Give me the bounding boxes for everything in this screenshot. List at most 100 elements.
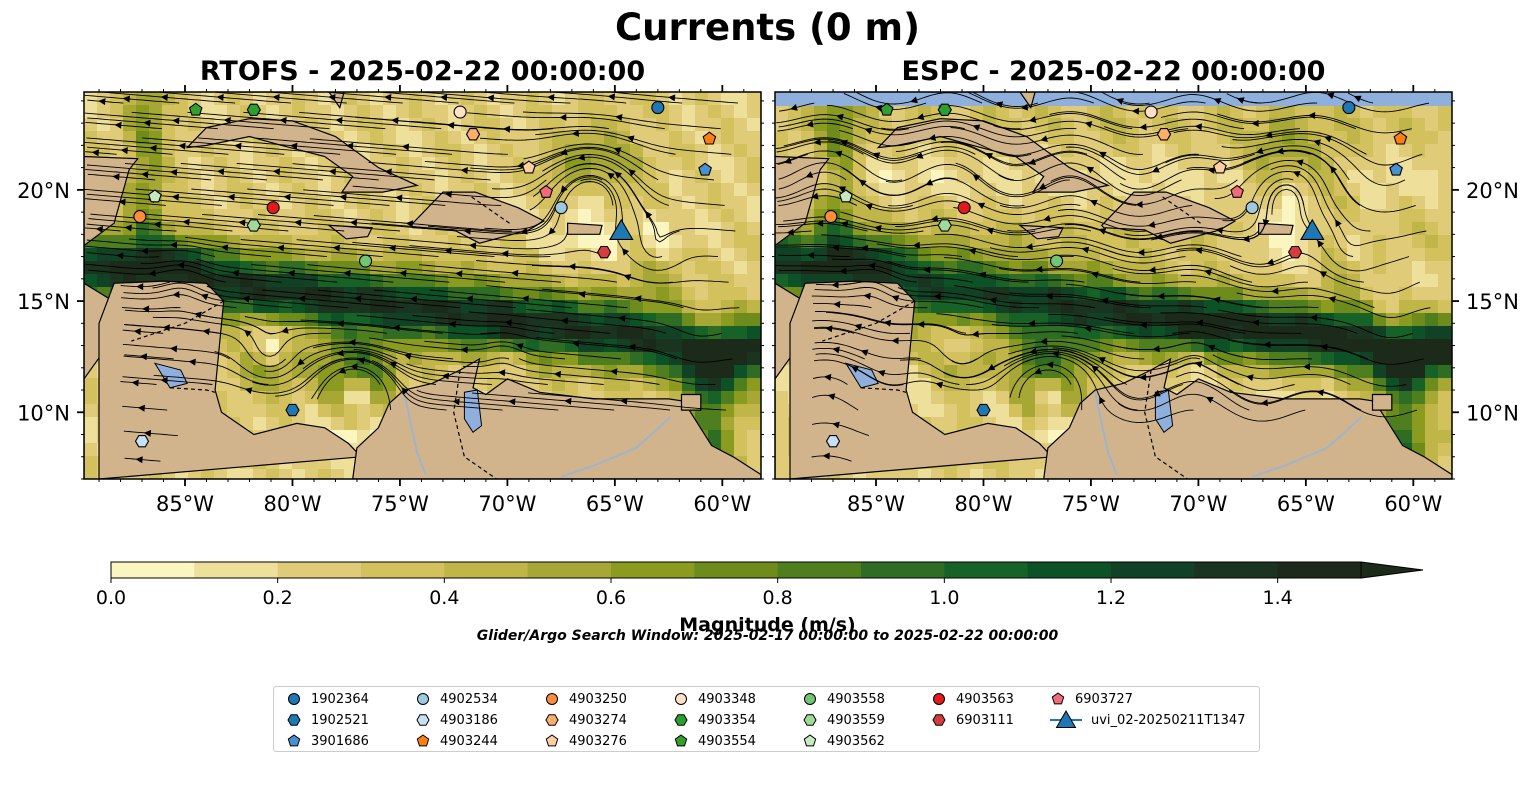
circle-marker-icon [675, 693, 687, 705]
legend-label: 3901686 [311, 733, 369, 749]
float-marker-1902521-espc[interactable] [976, 403, 991, 417]
panel-title-rtofs: RTOFS - 2025-02-22 00:00:00 [199, 56, 646, 87]
float-marker-4903274-rtofs[interactable] [465, 128, 481, 141]
map-axes: 85°W 80°W 75°W 70°W 65°W 60°W 20°N 15°N 10°N 85°W… [17, 85, 1519, 516]
legend-entry[interactable]: 4903354 [673, 710, 756, 730]
legend-entry[interactable]: 4902534 [415, 689, 498, 709]
legend-entry[interactable]: 4903274 [544, 710, 627, 730]
float-marker-3901686-rtofs[interactable] [698, 162, 712, 176]
legend-entry[interactable]: 4903563 [931, 689, 1014, 709]
legend-entry[interactable]: uvi_02-20250211T1347 [1050, 710, 1245, 730]
legend-entry[interactable]: 4903562 [802, 731, 885, 751]
float-marker-uvi_02-20250211T1347-espc[interactable] [1300, 218, 1325, 240]
legend-entry[interactable]: 4903276 [544, 731, 627, 751]
colorbar-segment [777, 562, 862, 578]
legend-label: uvi_02-20250211T1347 [1091, 712, 1246, 728]
float-marker-4903559-rtofs[interactable] [246, 219, 261, 232]
colorbar-tick-label: 1.2 [1096, 587, 1126, 609]
legend-label: 4903562 [827, 733, 885, 749]
lat-tick-label: 15°N [1466, 290, 1519, 314]
float-marker-4903354-espc[interactable] [937, 103, 952, 116]
lon-tick-label: 75°W [371, 492, 429, 516]
pentagon-marker-icon [803, 734, 817, 747]
float-marker-4903274-espc[interactable] [1156, 128, 1172, 141]
float-marker-4903563-rtofs[interactable] [266, 201, 280, 215]
pentagon-marker-icon [287, 734, 301, 747]
legend-label: 6903111 [956, 712, 1014, 728]
float-marker-4903554-rtofs[interactable] [188, 102, 203, 116]
legend-label: 4903276 [569, 733, 627, 749]
float-marker-4903244-espc[interactable] [1393, 131, 1408, 145]
float-marker-4903559-espc[interactable] [937, 219, 952, 232]
hexagon-marker-icon [803, 714, 817, 726]
float-marker-6903111-rtofs[interactable] [596, 245, 612, 259]
legend-label: 1902364 [311, 691, 369, 707]
float-marker-4903186-espc[interactable] [825, 435, 841, 448]
float-marker-6903727-espc[interactable] [1230, 184, 1244, 198]
legend-label: 4903554 [698, 733, 756, 749]
lon-tick-label: 80°W [954, 492, 1012, 516]
circle-marker-icon [288, 693, 300, 705]
float-marker-4903348-espc[interactable] [1144, 105, 1158, 119]
float-marker-4903186-rtofs[interactable] [134, 435, 150, 448]
float-marker-4902534-rtofs[interactable] [554, 201, 568, 215]
legend-entry[interactable]: 1902364 [286, 689, 369, 709]
float-marker-6903727-rtofs[interactable] [539, 184, 553, 198]
lat-tick-label: 20°N [17, 179, 70, 203]
colorbar-tick-label: 0.2 [263, 587, 293, 609]
float-marker-3901686-espc[interactable] [1389, 162, 1403, 176]
legend-entry[interactable]: 3901686 [286, 731, 369, 751]
float-marker-4903276-espc[interactable] [1213, 160, 1227, 174]
float-marker-4902534-espc[interactable] [1245, 201, 1259, 215]
float-marker-4903562-rtofs[interactable] [148, 189, 162, 203]
float-marker-4903250-espc[interactable] [824, 210, 838, 224]
legend-entry[interactable]: 4903186 [415, 710, 498, 730]
colorbar-tick-label: 0.8 [763, 587, 793, 609]
colorbar-segment [527, 562, 612, 578]
triangle-marker-icon [1050, 710, 1082, 728]
legend-entry[interactable]: 4903554 [673, 731, 756, 751]
float-marker-1902364-rtofs[interactable] [651, 101, 665, 115]
float-marker-4903348-rtofs[interactable] [453, 105, 467, 119]
panel-title-espc: ESPC - 2025-02-22 00:00:00 [901, 56, 1326, 87]
float-marker-uvi_02-20250211T1347-rtofs[interactable] [609, 218, 634, 240]
float-legend: 1902364 1902521 3901686 4902534 4903186 49032… [273, 686, 1260, 752]
float-marker-4903244-rtofs[interactable] [702, 131, 717, 145]
float-marker-4903558-espc[interactable] [1049, 254, 1064, 268]
lon-tick-label: 70°W [478, 492, 536, 516]
colorbar-tick-label: 1.4 [1263, 587, 1293, 609]
legend-entry[interactable]: 4903348 [673, 689, 756, 709]
legend-entry[interactable]: 4903244 [415, 731, 498, 751]
rtofs-map-panel[interactable] [83, 81, 774, 483]
float-marker-4903554-espc[interactable] [879, 102, 894, 116]
legend-entry[interactable]: 6903727 [1050, 689, 1133, 709]
colorbar-segment [194, 562, 279, 578]
float-marker-4903558-rtofs[interactable] [358, 254, 373, 268]
legend-entry[interactable]: 6903111 [931, 710, 1014, 730]
colorbar-extend-arrow [1360, 561, 1424, 579]
legend-label: 4902534 [440, 691, 498, 707]
espc-map-panel[interactable] [774, 81, 1465, 483]
legend-entry[interactable]: 4903559 [802, 710, 885, 730]
colorbar-tick-label: 0.6 [596, 587, 626, 609]
colorbar-segment [361, 562, 445, 578]
pentagon-marker-icon [545, 734, 559, 747]
float-marker-4903250-rtofs[interactable] [133, 210, 147, 224]
circle-marker-icon [546, 693, 558, 705]
float-marker-6903111-espc[interactable] [1287, 245, 1303, 259]
legend-entry[interactable]: 1902521 [286, 710, 369, 730]
lon-tick-label: 80°W [263, 492, 321, 516]
float-marker-4903563-espc[interactable] [957, 201, 971, 215]
float-marker-4903562-espc[interactable] [839, 189, 853, 203]
circle-marker-icon [804, 693, 816, 705]
legend-entry[interactable]: 4903558 [802, 689, 885, 709]
float-marker-1902364-espc[interactable] [1342, 101, 1356, 115]
legend-entry[interactable]: 4903250 [544, 689, 627, 709]
hexagon-marker-icon [416, 714, 430, 726]
colorbar: 0.0 0.2 0.4 0.6 0.8 1.0 1.2 1.4 [96, 561, 1424, 609]
float-marker-1902521-rtofs[interactable] [285, 403, 300, 417]
float-marker-4903276-rtofs[interactable] [522, 160, 536, 174]
lon-tick-label: 75°W [1062, 492, 1120, 516]
lon-tick-label: 85°W [156, 492, 214, 516]
float-marker-4903354-rtofs[interactable] [246, 103, 261, 116]
